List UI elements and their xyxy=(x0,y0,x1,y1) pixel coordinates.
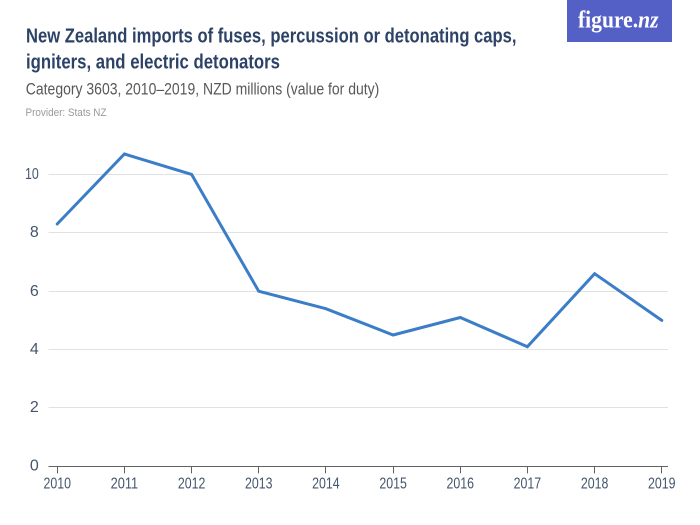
svg-text:2012: 2012 xyxy=(178,476,206,493)
svg-text:2011: 2011 xyxy=(111,476,139,493)
svg-text:2017: 2017 xyxy=(514,476,542,493)
svg-text:2016: 2016 xyxy=(447,476,475,493)
svg-text:igniters, and electric detonat: igniters, and electric detonators xyxy=(26,52,280,74)
svg-text:2015: 2015 xyxy=(379,476,407,493)
svg-text:2019: 2019 xyxy=(648,476,676,493)
svg-text:10: 10 xyxy=(25,166,39,183)
svg-text:6: 6 xyxy=(30,283,39,300)
svg-text:2014: 2014 xyxy=(312,476,340,493)
svg-text:0: 0 xyxy=(30,458,39,475)
svg-text:2010: 2010 xyxy=(43,476,71,493)
svg-text:figure.nz: figure.nz xyxy=(578,8,659,34)
svg-text:New Zealand imports of fuses,: New Zealand imports of fuses, percussion… xyxy=(26,26,517,48)
svg-text:4: 4 xyxy=(30,341,39,358)
svg-text:2013: 2013 xyxy=(245,476,273,493)
svg-text:Category 3603, 2010–2019, NZD: Category 3603, 2010–2019, NZD millions (… xyxy=(26,80,380,99)
svg-text:Provider: Stats NZ: Provider: Stats NZ xyxy=(26,107,107,119)
svg-text:2: 2 xyxy=(30,399,39,416)
svg-text:8: 8 xyxy=(30,224,39,241)
svg-text:2018: 2018 xyxy=(581,476,609,493)
